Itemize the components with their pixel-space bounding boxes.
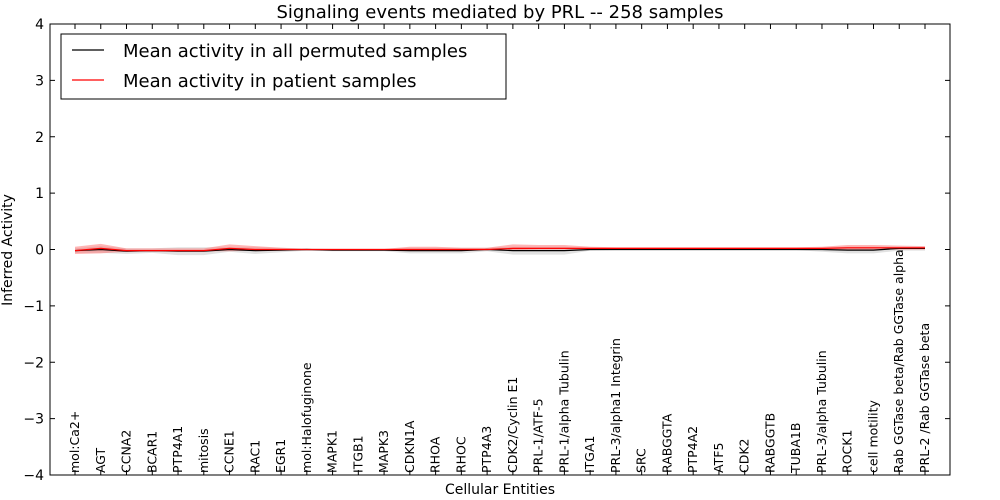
x-tick-label: PTP4A1 xyxy=(170,426,185,473)
plot-frame xyxy=(49,23,951,476)
x-tick-label: PRL-1/alpha Tubulin xyxy=(556,350,571,473)
y-tick-label: −1 xyxy=(23,299,44,315)
x-tick-label: RABGGTA xyxy=(659,413,674,473)
x-tick-label: ITGA1 xyxy=(582,436,597,474)
x-tick-label: RHOC xyxy=(453,436,468,473)
x-tick-label: RAC1 xyxy=(247,440,262,473)
x-tick-label: PRL-1/ATF-5 xyxy=(531,398,546,473)
x-tick-label: PRL-2 /Rab GGTase beta xyxy=(917,323,932,473)
x-tick-label: PRL-3/alpha1 Integrin xyxy=(608,338,623,473)
y-tick-label: 2 xyxy=(35,130,44,146)
x-axis-label: Cellular Entities xyxy=(445,482,555,498)
y-tick-label: 0 xyxy=(35,243,44,259)
x-tick-label: Rab GGTase beta/Rab GGTase alpha xyxy=(891,249,906,473)
x-tick-label: RABGGTB xyxy=(763,413,778,473)
x-tick-label: CDK2 xyxy=(737,438,752,473)
x-tick-label: TUBA1B xyxy=(788,423,803,474)
x-tick-label: PRL-3/alpha Tubulin xyxy=(814,350,829,473)
permuted-mean-line xyxy=(74,247,925,252)
x-tick-label: mol:Ca2+ xyxy=(67,411,82,473)
x-tick-label: RHOA xyxy=(428,436,443,473)
x-tick-label: MAPK1 xyxy=(325,430,340,473)
y-tick-label: −2 xyxy=(23,355,44,371)
x-tick-label: ROCK1 xyxy=(840,430,855,473)
legend: Mean activity in all permuted samples Me… xyxy=(60,33,507,100)
x-tick-label: SRC xyxy=(634,448,649,473)
y-tick-label: 3 xyxy=(35,73,44,89)
y-tick-labels: 4 3 2 1 0 −1 −2 −3 −4 xyxy=(23,17,44,484)
chart-title: Signaling events mediated by PRL -- 258 … xyxy=(276,2,723,23)
x-tick-label: CCNE1 xyxy=(222,430,237,473)
y-tick-label: −3 xyxy=(23,412,44,428)
x-tick-label: EGR1 xyxy=(273,439,288,473)
x-tick-label: CCNA2 xyxy=(119,430,134,473)
x-tick-label: mol:Halofuginone xyxy=(299,362,314,473)
x-tick-label: PTP4A2 xyxy=(685,426,700,473)
y-tick-label: 4 xyxy=(35,17,44,33)
x-tick-label: mitosis xyxy=(196,428,211,473)
x-tick-label: ATF5 xyxy=(711,443,726,473)
y-tick-label: 1 xyxy=(35,186,44,202)
x-tick-label: BCAR1 xyxy=(144,431,159,473)
x-tick-label: AGT xyxy=(93,447,108,473)
x-tick-label: CDKN1A xyxy=(402,420,417,473)
x-tick-label: CDK2/Cyclin E1 xyxy=(505,377,520,473)
x-tick-labels: mol:Ca2+ AGT CCNA2 BCAR1 PTP4A1 mitosis CCNE1 R… xyxy=(67,249,932,474)
patient-mean-line xyxy=(74,247,925,252)
x-tick-label: ITGB1 xyxy=(350,435,365,473)
x-tick-label: cell motility xyxy=(866,399,881,473)
legend-box xyxy=(60,33,507,100)
activity-lines xyxy=(74,247,925,252)
legend-label-patient: Mean activity in patient samples xyxy=(123,71,417,92)
axis-ticks xyxy=(50,23,950,476)
y-tick-label: −4 xyxy=(23,468,44,484)
x-tick-label: PTP4A3 xyxy=(479,426,494,473)
x-tick-label: MAPK3 xyxy=(376,430,391,473)
y-axis-label: Inferred Activity xyxy=(0,194,16,306)
legend-label-permuted: Mean activity in all permuted samples xyxy=(123,41,467,62)
